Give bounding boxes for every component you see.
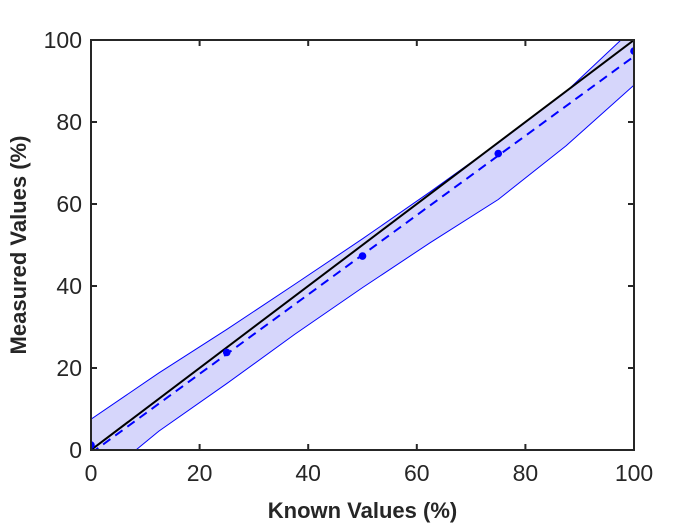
y-tick-label: 0 [69, 437, 82, 463]
y-tick-label: 20 [56, 355, 82, 381]
confidence-band-upper [91, 40, 622, 420]
data-point [222, 348, 231, 357]
y-axis-title: Measured Values (%) [6, 136, 31, 355]
x-tick-label: 0 [85, 460, 98, 486]
x-tick-label: 40 [295, 460, 321, 486]
y-tick-label: 40 [56, 273, 82, 299]
y-tick-label: 80 [56, 109, 82, 135]
confidence-band-lower [135, 84, 634, 450]
data-point [494, 149, 503, 158]
x-axis-title: Known Values (%) [268, 498, 457, 523]
plot-frame [90, 39, 635, 451]
x-tick-label: 20 [187, 460, 213, 486]
data-point [358, 252, 367, 260]
x-tick-label: 80 [513, 460, 539, 486]
y-tick-label: 100 [44, 27, 82, 53]
y-tick-label: 60 [56, 191, 82, 217]
identity-line [91, 40, 634, 450]
x-tick-label: 100 [615, 460, 653, 486]
x-tick-label: 60 [404, 460, 430, 486]
